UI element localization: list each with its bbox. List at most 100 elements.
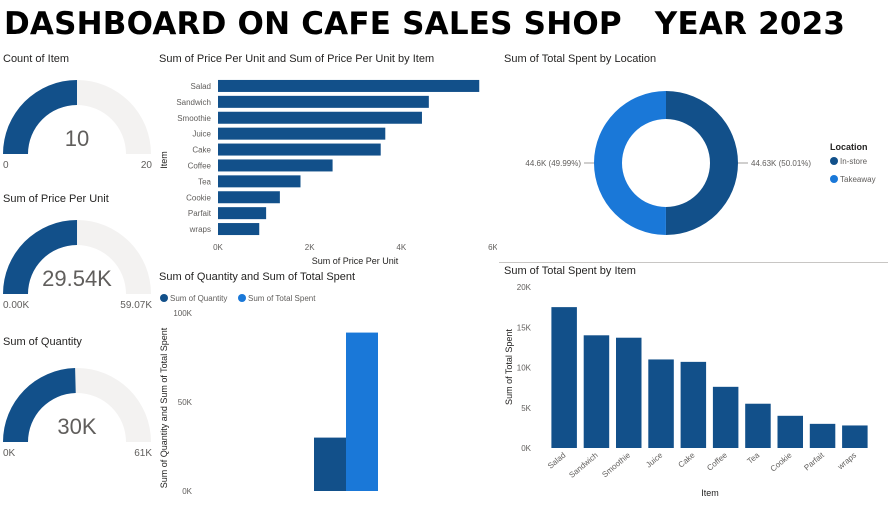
gauge-fill <box>3 220 78 294</box>
y-tick-label: Tea <box>198 177 211 186</box>
bar <box>218 111 422 124</box>
chart-title: Sum of Total Spent by Location <box>504 53 657 65</box>
gauge-sum-of-quantity[interactable]: Sum of Quantity 30K 0K 61K <box>0 333 155 473</box>
bar <box>712 386 739 448</box>
x-tick-label: Tea <box>746 450 762 466</box>
y-tick-label: Smoothie <box>177 114 211 123</box>
gauge-max-label: 20 <box>141 160 153 171</box>
bar <box>809 423 836 448</box>
y-axis-title: Sum of Total Spent <box>504 329 514 405</box>
y-tick-label: Juice <box>192 130 211 139</box>
gauge-value: 10 <box>65 126 89 151</box>
data-label: 44.6K (49.99%) <box>525 159 581 168</box>
bar <box>218 159 333 172</box>
x-tick-label: Cookie <box>769 450 794 473</box>
legend-marker <box>830 157 838 165</box>
y-tick-label: 0K <box>182 487 192 496</box>
gauge-chart: 29.54K 0.00K 59.07K <box>3 220 152 311</box>
gauge-fill <box>3 368 76 442</box>
x-tick-label: Sandwich <box>567 451 599 480</box>
gauge-value: 29.54K <box>42 266 112 291</box>
gauge-chart: 30K 0K 61K <box>3 368 152 459</box>
x-tick-label: Cake <box>677 450 698 469</box>
y-tick-label: 20K <box>517 283 532 292</box>
chart-title: Sum of Quantity and Sum of Total Spent <box>159 271 356 283</box>
bar <box>583 335 610 448</box>
price-by-item-chart[interactable]: Sum of Price Per Unit and Sum of Price P… <box>157 50 499 268</box>
bar-chart: Sum of Quantity Sum of Total Spent 0K 50K 10… <box>159 294 378 496</box>
bar <box>745 403 771 448</box>
x-axis-title: Item <box>701 488 719 498</box>
gauge-max-label: 61K <box>134 448 152 459</box>
bar <box>346 332 378 491</box>
legend-title: Location <box>830 142 868 152</box>
y-tick-label: Parfait <box>188 209 212 218</box>
x-tick-label: Coffee <box>705 450 729 472</box>
donut-chart: 44.63K (50.01%) 44.6K (49.99%) Location In-… <box>525 91 876 235</box>
gauge-sum-price-per-unit[interactable]: Sum of Price Per Unit 29.54K 0.00K 59.07K <box>0 190 155 320</box>
bar <box>551 307 577 448</box>
y-tick-label: 15K <box>517 323 532 332</box>
x-tick-label: Parfait <box>802 450 826 472</box>
y-axis-title: Sum of Quantity and Sum of Total Spent <box>159 327 169 488</box>
gauge-value: 30K <box>57 414 96 439</box>
legend-marker <box>160 294 168 302</box>
y-tick-label: 0K <box>521 444 531 453</box>
x-tick-label: wraps <box>835 451 858 472</box>
bar <box>218 79 480 92</box>
bar <box>218 143 381 156</box>
data-label: 44.63K (50.01%) <box>751 159 811 168</box>
x-tick-label: Juice <box>644 450 665 469</box>
x-axis-title: Sum of Price Per Unit <box>312 256 399 266</box>
chart-title: Sum of Price Per Unit and Sum of Price P… <box>159 53 435 65</box>
y-tick-label: 50K <box>178 398 193 407</box>
bar <box>777 415 803 448</box>
y-tick-label: Sandwich <box>176 98 211 107</box>
legend-label: Sum of Total Spent <box>248 294 316 303</box>
bar <box>218 175 301 188</box>
gauge-max-label: 59.07K <box>120 300 152 311</box>
x-tick-label: Smoothie <box>600 450 632 479</box>
donut-slice <box>593 91 666 235</box>
bar <box>680 361 707 448</box>
y-axis-title: Item <box>159 151 169 169</box>
legend-label: Sum of Quantity <box>170 294 227 303</box>
legend-marker <box>830 175 838 183</box>
gauge-title: Sum of Quantity <box>3 336 82 348</box>
y-tick-label: Cookie <box>186 193 211 202</box>
bar <box>218 207 267 220</box>
gauge-count-of-item[interactable]: Count of Item 10 0 20 <box>0 50 155 180</box>
total-by-item-chart[interactable]: Sum of Total Spent by Item 0K 5K 10K 15K 20K… <box>500 262 888 503</box>
total-by-location-chart[interactable]: Sum of Total Spent by Location 44.63K (5… <box>500 50 888 260</box>
gauge-chart: 10 0 20 <box>3 80 153 171</box>
y-tick-label: Coffee <box>188 161 212 170</box>
donut-slice <box>665 91 738 235</box>
y-tick-label: Cake <box>192 146 211 155</box>
gauge-min-label: 0K <box>3 448 16 459</box>
gauge-title: Sum of Price Per Unit <box>3 193 109 205</box>
bar <box>218 223 260 236</box>
bar <box>842 425 868 448</box>
gauge-fill <box>3 80 77 154</box>
bar-chart: 0K 5K 10K 15K 20K Salad Sandwich Smoothie Juice C… <box>504 283 868 498</box>
y-tick-label: Salad <box>191 82 211 91</box>
chart-title: Sum of Total Spent by Item <box>504 265 636 277</box>
y-tick-label: wraps <box>189 225 211 234</box>
gauge-min-label: 0.00K <box>3 300 29 311</box>
y-tick-label: 10K <box>517 364 532 373</box>
bar <box>218 191 280 204</box>
gauge-title: Count of Item <box>3 53 70 65</box>
bar <box>648 359 674 448</box>
bar-chart: 0K 2K 4K 6K Salad Sandwich Smoothie Juice Cake Co… <box>159 79 499 266</box>
qty-and-total-chart[interactable]: Sum of Quantity and Sum of Total Spent S… <box>157 268 497 503</box>
bar <box>616 337 642 448</box>
x-tick-label: Salad <box>546 451 567 471</box>
bar <box>314 437 346 491</box>
x-tick-label: 0K <box>213 243 223 252</box>
gauge-min-label: 0 <box>3 160 9 171</box>
x-tick-label: 4K <box>396 243 406 252</box>
bar <box>218 127 386 140</box>
legend-marker <box>238 294 246 302</box>
x-tick-label: 6K <box>488 243 497 252</box>
legend-label: In-store <box>840 157 868 166</box>
